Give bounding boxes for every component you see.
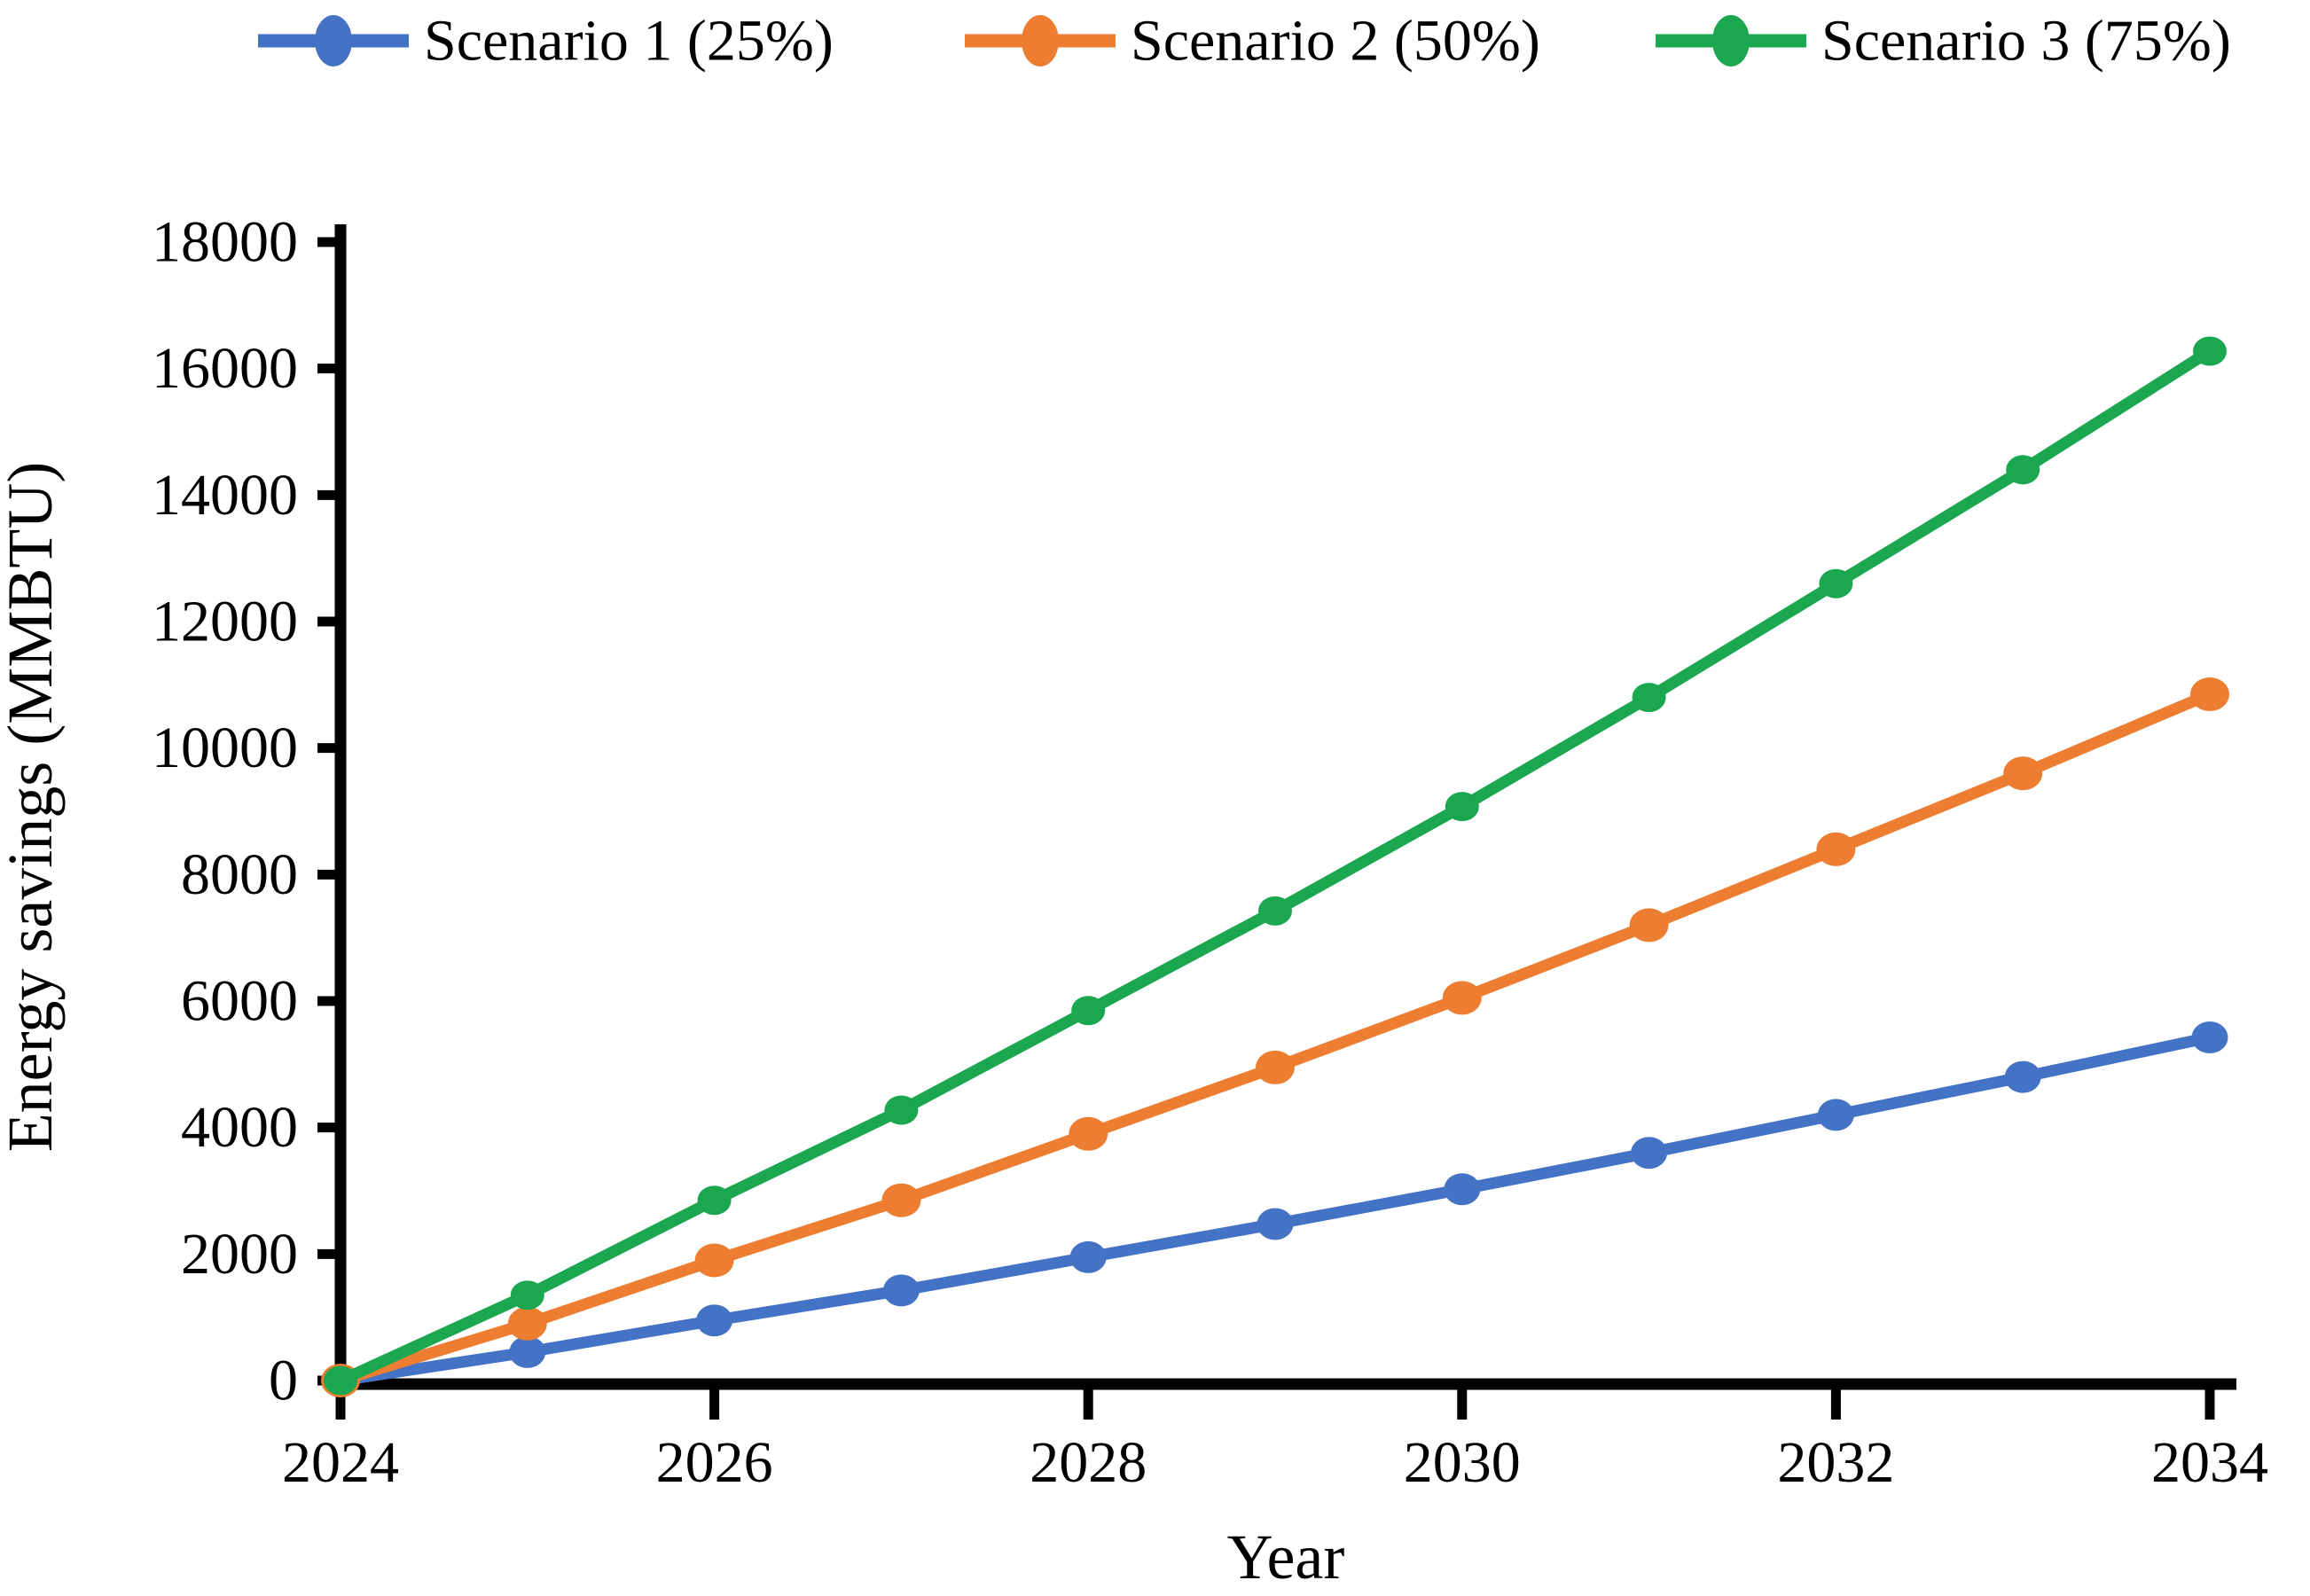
data-series xyxy=(321,336,2229,1397)
data-point-scenario-1-year2029 xyxy=(1257,1208,1294,1240)
legend-swatch-marker-scenario-3 xyxy=(1712,15,1750,66)
data-point-scenario-1-year2031 xyxy=(1631,1137,1668,1170)
data-point-scenario-1-year2030 xyxy=(1444,1173,1481,1206)
data-point-scenario-3-year2027 xyxy=(884,1095,919,1125)
data-point-scenario-3-year2024 xyxy=(324,1365,357,1396)
data-point-scenario-3-year2031 xyxy=(1632,683,1666,713)
data-point-scenario-2-year2025 xyxy=(507,1306,547,1341)
y-tick-label: 0 xyxy=(269,1349,298,1413)
series-scenario-3 xyxy=(324,336,2227,1396)
y-axis-ticks xyxy=(317,237,335,1386)
x-tick-label: 2030 xyxy=(1404,1430,1521,1495)
data-point-scenario-3-year2033 xyxy=(2006,455,2040,485)
y-tick-label: 14000 xyxy=(152,463,298,528)
series-scenario-2 xyxy=(321,677,2229,1397)
y-tick-label: 18000 xyxy=(152,210,298,275)
data-point-scenario-3-year2034 xyxy=(2193,336,2227,366)
y-axis-tick-labels: 0 2000 4000 6000 8000 10000 12000 14000 16000 180… xyxy=(152,210,298,1413)
data-point-scenario-2-year2030 xyxy=(1442,981,1482,1015)
axes: 0 2000 4000 6000 8000 10000 12000 14000 16000 180… xyxy=(0,210,2268,1593)
data-point-scenario-2-year2026 xyxy=(694,1243,734,1278)
data-point-scenario-2-year2028 xyxy=(1069,1116,1108,1151)
x-tick-label: 2028 xyxy=(1030,1430,1147,1495)
data-point-scenario-3-year2025 xyxy=(510,1280,544,1310)
legend-item-scenario-2: Scenario 2 (50%) xyxy=(965,9,1540,74)
y-axis-title: Energy savings (MMBTU) xyxy=(0,462,66,1153)
data-point-scenario-3-year2029 xyxy=(1258,896,1292,926)
y-tick-label: 8000 xyxy=(181,842,298,907)
data-point-scenario-3-year2032 xyxy=(1819,568,1853,598)
legend-item-scenario-1: Scenario 1 (25%) xyxy=(258,9,834,74)
x-axis-tick-labels: 2024 2026 2028 2030 2032 2034 xyxy=(282,1430,2268,1495)
x-axis-ticks xyxy=(335,1389,2215,1420)
y-tick-label: 10000 xyxy=(152,716,298,780)
legend-item-scenario-3: Scenario 3 (75%) xyxy=(1656,9,2231,74)
legend-swatch-marker-scenario-1 xyxy=(315,15,352,66)
data-point-scenario-3-year2028 xyxy=(1071,996,1106,1026)
data-point-scenario-1-year2028 xyxy=(1069,1240,1107,1273)
x-tick-label: 2034 xyxy=(2151,1430,2268,1495)
data-point-scenario-3-year2030 xyxy=(1445,792,1479,822)
data-point-scenario-1-year2032 xyxy=(1817,1099,1854,1131)
y-tick-label: 16000 xyxy=(152,336,298,401)
data-point-scenario-1-year2033 xyxy=(2004,1060,2041,1093)
legend-label-scenario-2: Scenario 2 (50%) xyxy=(1131,9,1540,74)
data-point-scenario-1-year2034 xyxy=(2191,1021,2228,1054)
data-point-scenario-1-year2026 xyxy=(696,1304,733,1337)
x-tick-label: 2024 xyxy=(282,1430,399,1495)
data-point-scenario-2-year2034 xyxy=(2190,677,2229,712)
chart-legend: Scenario 1 (25%) Scenario 2 (50%) Scenar… xyxy=(258,9,2231,74)
data-point-scenario-2-year2029 xyxy=(1256,1050,1295,1084)
data-point-scenario-1-year2027 xyxy=(882,1274,920,1307)
data-point-scenario-2-year2033 xyxy=(2003,756,2043,791)
legend-swatch-marker-scenario-2 xyxy=(1022,15,1059,66)
series-line-scenario-2 xyxy=(339,689,2212,1387)
data-point-scenario-2-year2027 xyxy=(881,1183,921,1217)
y-tick-label: 12000 xyxy=(152,590,298,654)
y-tick-label: 6000 xyxy=(181,969,298,1034)
data-point-scenario-3-year2026 xyxy=(697,1185,732,1216)
legend-label-scenario-3: Scenario 3 (75%) xyxy=(1821,9,2231,74)
x-tick-label: 2026 xyxy=(656,1430,773,1495)
x-axis-title: Year xyxy=(1227,1522,1345,1592)
legend-label-scenario-1: Scenario 1 (25%) xyxy=(424,9,834,74)
data-point-scenario-2-year2032 xyxy=(1816,832,1856,866)
y-tick-label: 2000 xyxy=(181,1222,298,1287)
y-tick-label: 4000 xyxy=(181,1095,298,1160)
x-tick-label: 2032 xyxy=(1777,1430,1894,1495)
data-point-scenario-2-year2031 xyxy=(1629,908,1669,943)
data-point-scenario-1-year2025 xyxy=(509,1335,546,1368)
